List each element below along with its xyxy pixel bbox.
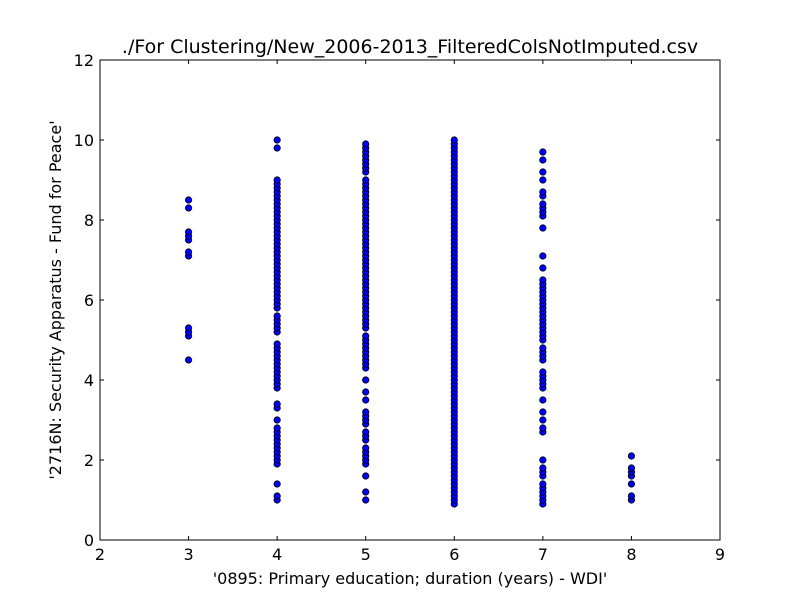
data-point [539,368,547,376]
series-3 [184,196,193,364]
data-point [273,312,281,320]
data-point [273,400,281,408]
data-point [539,188,547,196]
data-point [184,356,193,364]
data-point [273,492,281,500]
y-tick-label: 4 [84,371,94,390]
data-point [273,480,281,488]
series-4 [273,136,281,504]
data-point [539,156,547,164]
data-point [539,464,547,472]
data-point [362,176,370,184]
data-point [273,176,281,184]
plot-area [100,60,720,540]
data-point [539,424,547,432]
x-tick-label: 3 [183,545,193,564]
data-point [273,136,281,144]
data-point [273,340,281,348]
data-point [362,488,370,496]
data-point [627,480,636,488]
data-point [184,228,193,236]
x-tick-label: 5 [361,545,371,564]
series-5 [362,140,370,504]
data-point [362,408,370,416]
data-point [539,176,547,184]
x-tick-label: 7 [538,545,548,564]
data-point [539,168,547,176]
x-tick-label: 4 [272,545,282,564]
data-point [539,252,547,260]
y-tick-label: 0 [84,531,94,550]
data-point [539,408,547,416]
data-point [362,428,370,436]
data-point [539,224,547,232]
x-tick-label: 8 [626,545,636,564]
data-point [539,264,547,272]
data-point [362,376,370,384]
x-axis-label: '0895: Primary education; duration (year… [213,569,608,588]
data-point [539,456,547,464]
data-point [450,136,458,144]
y-tick-label: 6 [84,291,94,310]
data-point [362,496,370,504]
data-point [184,248,193,256]
data-point [362,388,370,396]
series-8 [627,452,636,504]
points-layer [184,136,636,508]
data-point [184,196,193,204]
series-7 [539,148,547,508]
plot-frame [99,59,721,541]
data-point [627,492,636,500]
data-point [539,148,547,156]
data-point [362,396,370,404]
series-6 [450,136,458,508]
y-tick-label: 2 [84,451,94,470]
data-point [362,444,370,452]
y-tick-label: 12 [74,51,94,70]
data-point [362,140,370,148]
x-tick-label: 9 [715,545,725,564]
y-tick-label: 10 [74,131,94,150]
data-point [539,344,547,352]
chart-title: ./For Clustering/New_2006-2013_FilteredC… [122,36,698,58]
data-point [627,452,636,460]
data-point [273,424,281,432]
data-point [539,200,547,208]
data-point [362,472,370,480]
data-point [539,396,547,404]
data-point [627,464,636,472]
y-axis-label: '2716N: Security Apparatus - Fund for Pe… [46,120,65,479]
data-point [184,324,193,332]
x-tick-label: 2 [95,545,105,564]
data-point [539,416,547,424]
data-point [184,204,193,212]
x-tick-label: 6 [449,545,459,564]
data-point [539,480,547,488]
data-point [362,332,370,340]
data-point [539,276,547,284]
y-tick-label: 8 [84,211,94,230]
data-point [273,144,281,152]
data-point [273,416,281,424]
